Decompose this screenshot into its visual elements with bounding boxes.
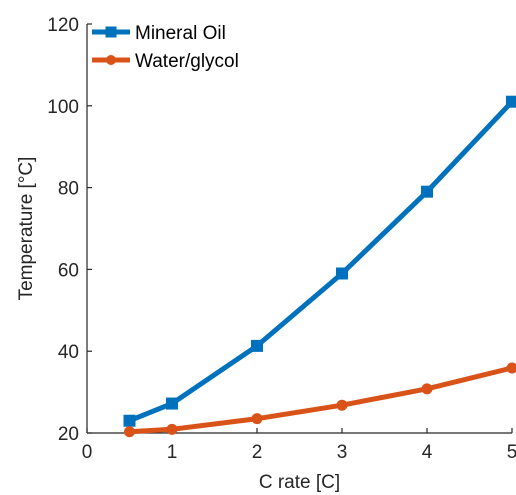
x-tick-label: 3 bbox=[337, 442, 348, 463]
data-point bbox=[251, 339, 263, 352]
series-line bbox=[127, 99, 515, 424]
x-axis-ticks: 0 1 2 3 4 5 bbox=[82, 428, 516, 463]
series-line bbox=[127, 365, 515, 435]
y-tick-label: 20 bbox=[58, 424, 79, 445]
x-tick-label: 1 bbox=[167, 442, 178, 463]
data-point bbox=[251, 413, 263, 425]
y-tick-label: 100 bbox=[47, 97, 79, 118]
data-point bbox=[506, 95, 516, 108]
data-point bbox=[123, 414, 136, 427]
data-point bbox=[166, 397, 178, 410]
legend: Mineral Oil Water/glycol bbox=[92, 23, 239, 72]
data-point bbox=[421, 383, 433, 395]
x-tick-label: 2 bbox=[252, 442, 263, 463]
y-tick-label: 60 bbox=[58, 260, 79, 281]
y-axis-label: Temperature [°C] bbox=[16, 157, 37, 301]
legend-item: Mineral Oil bbox=[92, 23, 226, 44]
axes: 20 40 60 80 100 120 0 1 2 3 4 5 bbox=[47, 15, 516, 463]
legend-marker bbox=[105, 26, 117, 38]
data-point bbox=[421, 185, 433, 198]
x-tick-label: 0 bbox=[82, 442, 93, 463]
data-point bbox=[166, 423, 178, 435]
y-axis-ticks: 20 40 60 80 100 120 bbox=[47, 15, 92, 445]
series-0 bbox=[123, 95, 516, 427]
legend-marker bbox=[106, 55, 116, 65]
y-tick-label: 80 bbox=[58, 179, 79, 200]
legend-item: Water/glycol bbox=[92, 51, 239, 72]
legend-label: Mineral Oil bbox=[135, 23, 226, 44]
data-point bbox=[124, 426, 135, 438]
x-axis-label: C rate [C] bbox=[259, 472, 340, 493]
data-point bbox=[336, 399, 348, 411]
data-point bbox=[336, 267, 348, 280]
series-1 bbox=[124, 362, 516, 438]
y-tick-label: 40 bbox=[58, 342, 79, 363]
data-point bbox=[506, 362, 516, 374]
y-tick-label: 120 bbox=[47, 15, 79, 36]
legend-label: Water/glycol bbox=[135, 51, 239, 72]
x-tick-label: 5 bbox=[507, 442, 516, 463]
series-layer bbox=[123, 95, 516, 438]
x-tick-label: 4 bbox=[422, 442, 433, 463]
